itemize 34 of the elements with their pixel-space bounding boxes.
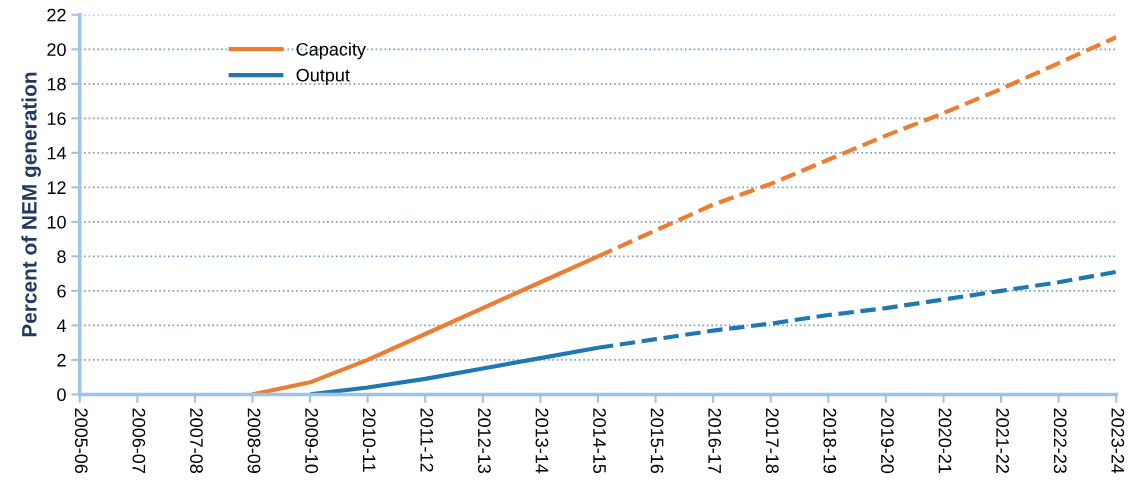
x-tick-label: 2009-10 [305, 408, 318, 474]
x-tick-label: 2017-18 [765, 408, 779, 474]
x-tick-label: 2007-08 [190, 408, 203, 474]
x-tick-label: 2016-17 [708, 408, 722, 473]
x-tick-label: 2018-19 [823, 408, 837, 473]
x-tick-label: 2012-13 [477, 408, 491, 474]
y-tick-label: 2 [57, 353, 66, 367]
x-tick-label: 2006-07 [132, 408, 146, 473]
y-tick-label: 4 [56, 319, 67, 332]
x-tick-label: 2022-23 [1053, 408, 1067, 474]
y-tick-label: 22 [47, 8, 66, 22]
x-tick-label: 2015-16 [650, 408, 664, 474]
y-tick-label: 18 [47, 77, 66, 91]
y-tick-label: 10 [47, 215, 66, 229]
y-tick-label: 6 [57, 284, 66, 298]
x-tick-label: 2005-06 [74, 408, 88, 474]
x-tick-label: 2008-09 [247, 408, 261, 473]
legend-label: Capacity [296, 42, 366, 60]
x-tick-label: 2010-11 [362, 408, 376, 472]
x-tick-label: 2011-12 [420, 408, 434, 472]
x-tick-label: 2013-14 [535, 408, 549, 474]
y-tick-label: 14 [47, 146, 67, 160]
y-tick-label: 20 [47, 43, 66, 57]
y-tick-label: 8 [57, 250, 66, 264]
x-tick-label: 2020-21 [938, 408, 952, 473]
y-tick-label: 0 [57, 388, 66, 402]
x-tick-label: 2021-22 [996, 408, 1009, 473]
x-tick-label: 2014-15 [593, 408, 606, 474]
x-tick-label: 2019-20 [881, 408, 894, 474]
y-tick-label: 12 [47, 181, 66, 194]
y-tick-label: 16 [47, 112, 66, 126]
x-tick-label: 2023-24 [1111, 408, 1125, 474]
y-axis-title: Percent of NEM generation [21, 72, 41, 337]
legend-label: Output [296, 68, 350, 86]
